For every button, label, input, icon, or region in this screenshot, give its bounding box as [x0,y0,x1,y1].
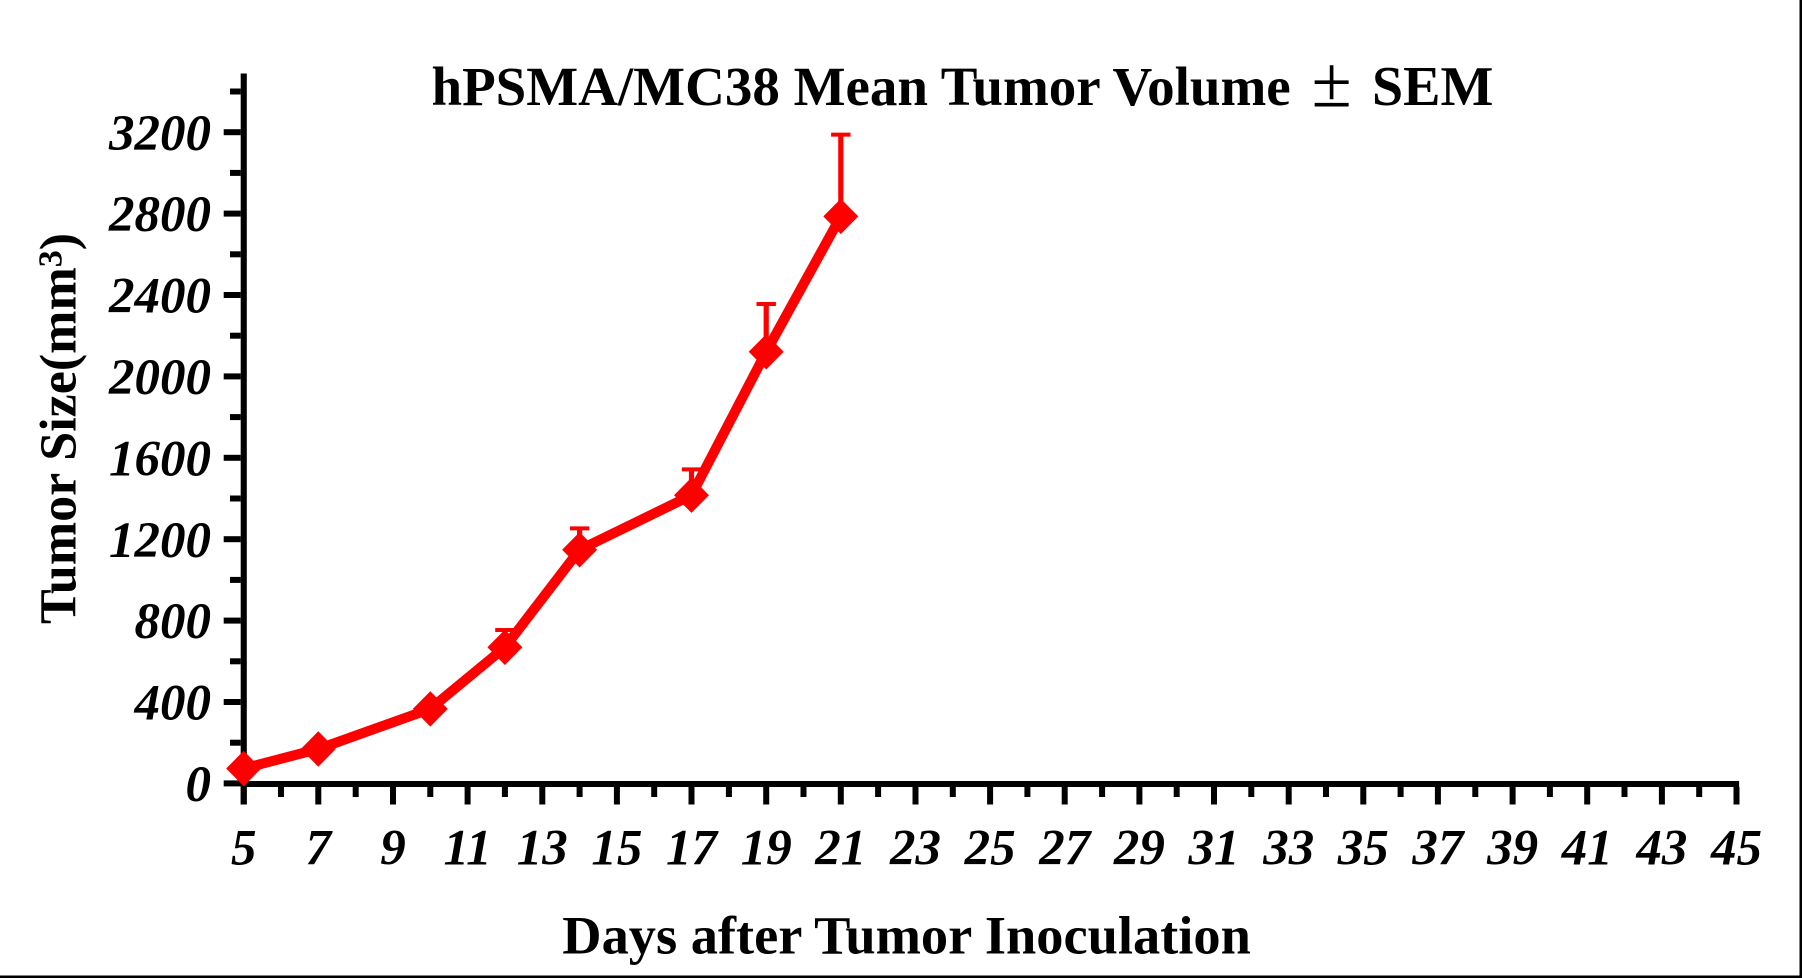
svg-text:400: 400 [134,676,212,732]
svg-text:5: 5 [231,821,257,877]
svg-text:17: 17 [666,821,720,877]
svg-text:2800: 2800 [108,187,211,243]
svg-text:29: 29 [1113,821,1165,877]
svg-text:19: 19 [741,821,792,877]
svg-text:25: 25 [964,821,1016,877]
svg-text:1600: 1600 [109,431,211,487]
svg-text:23: 23 [889,821,941,877]
svg-text:2400: 2400 [108,269,211,325]
svg-text:800: 800 [135,594,212,650]
svg-text:35: 35 [1337,821,1389,877]
svg-text:hPSMA/MC38 Mean Tumor Volume: hPSMA/MC38 Mean Tumor Volume [432,56,1291,117]
svg-text:21: 21 [814,821,866,877]
svg-text:43: 43 [1635,821,1687,877]
svg-text:39: 39 [1486,821,1538,877]
svg-text:Days after Tumor Inoculation: Days after Tumor Inoculation [562,906,1251,966]
svg-text:11: 11 [444,821,492,877]
svg-text:±: ± [1312,42,1352,123]
svg-text:3200: 3200 [108,106,211,162]
svg-text:9: 9 [380,821,406,877]
svg-text:0: 0 [186,757,212,813]
svg-text:7: 7 [306,821,334,877]
svg-text:SEM: SEM [1372,56,1493,118]
svg-text:41: 41 [1561,821,1613,877]
svg-text:Tumor Size(mm3): Tumor Size(mm3) [31,233,88,624]
svg-text:13: 13 [517,821,568,877]
svg-text:31: 31 [1188,821,1240,877]
svg-text:1200: 1200 [109,513,211,569]
svg-text:27: 27 [1038,821,1093,877]
svg-text:37: 37 [1411,821,1466,877]
svg-text:15: 15 [591,821,642,877]
svg-text:45: 45 [1710,821,1762,877]
svg-text:33: 33 [1262,821,1314,877]
svg-text:2000: 2000 [108,350,211,406]
